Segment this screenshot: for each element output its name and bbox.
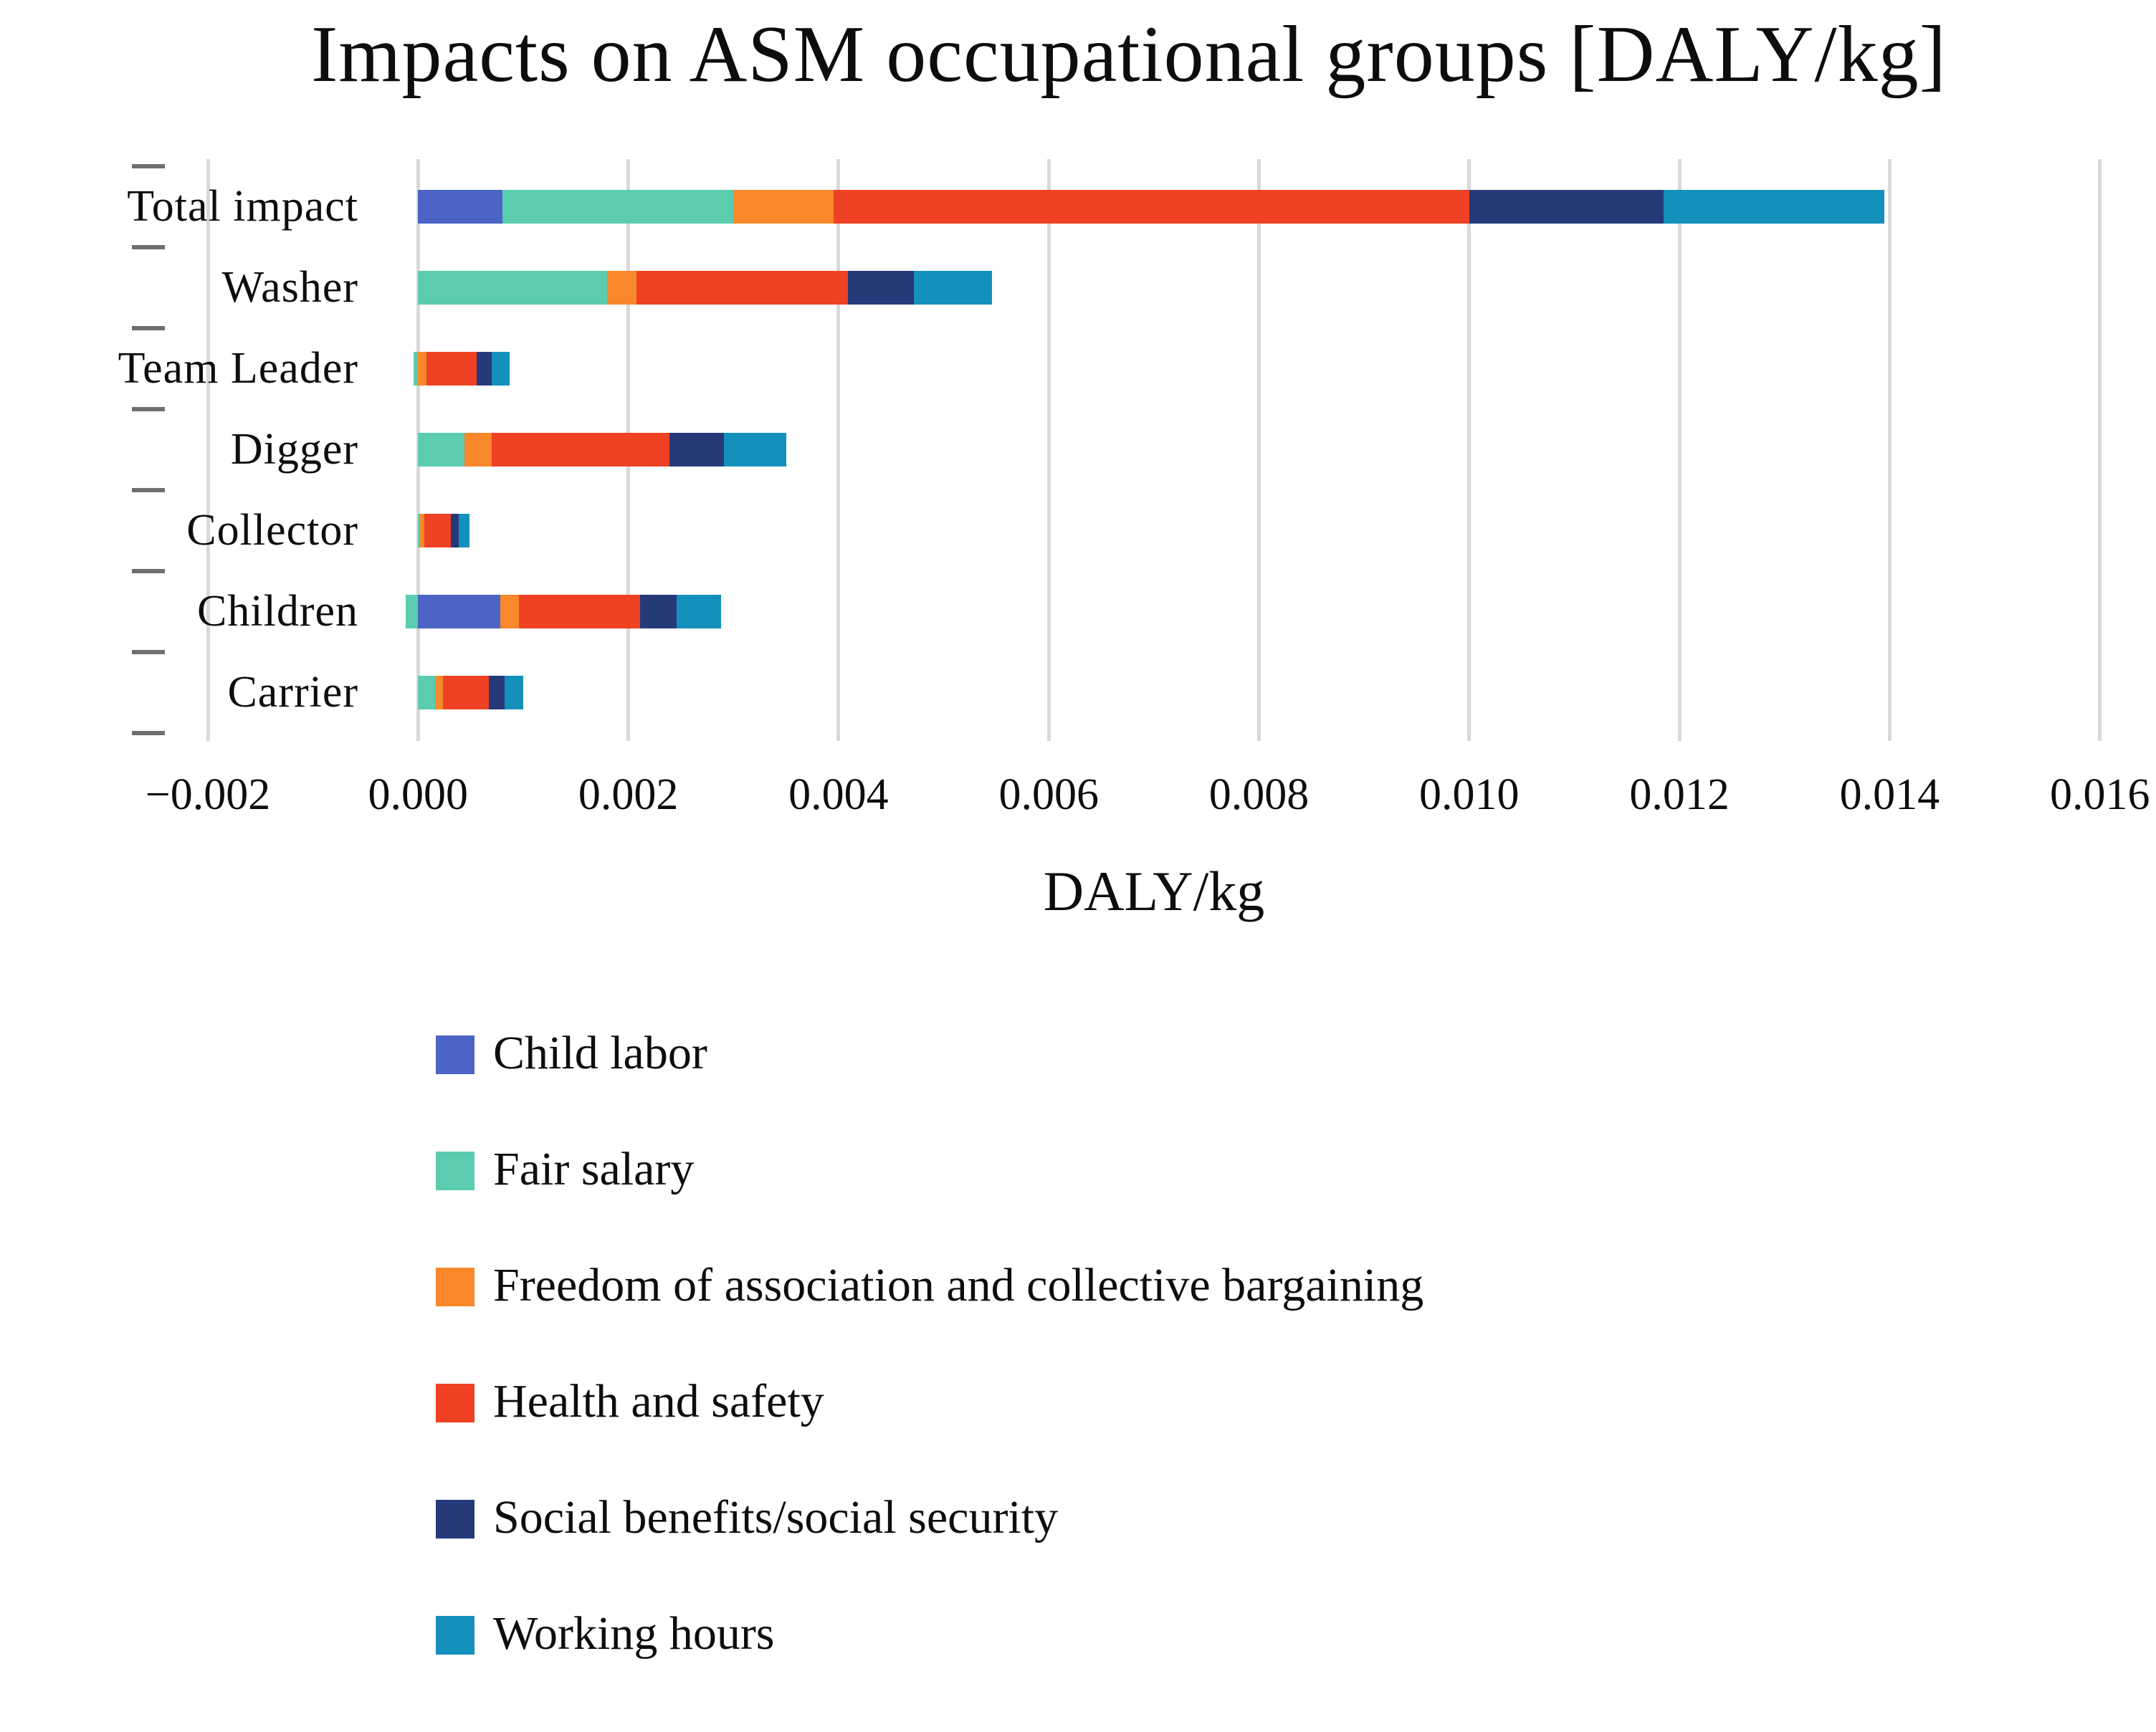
bar-segment xyxy=(414,351,419,386)
category-label: Carrier xyxy=(227,668,358,717)
x-axis-label: DALY/kg xyxy=(1043,860,1265,922)
gridline xyxy=(836,159,841,741)
legend-swatch xyxy=(436,1152,474,1190)
bar-segment xyxy=(504,675,523,709)
bar-segment xyxy=(418,189,502,224)
category-tick xyxy=(132,244,165,249)
bar-segment xyxy=(420,513,425,547)
bar-segment xyxy=(434,675,444,709)
bar-segment xyxy=(477,351,492,386)
category-tick xyxy=(132,325,165,330)
legend: Child labor Fair salary Freedom of associa… xyxy=(436,1030,1423,1732)
legend-label: Social benefits/social security xyxy=(493,1491,1059,1544)
x-tick-label: 0.016 xyxy=(2049,770,2150,819)
category-tick xyxy=(132,568,165,573)
category-tick xyxy=(132,730,165,735)
category-label: Collector xyxy=(186,506,358,555)
gridline xyxy=(1257,159,1261,741)
legend-item: Fair salary xyxy=(436,1146,1423,1193)
bar-segment xyxy=(418,351,427,386)
category-tick xyxy=(132,406,165,411)
x-tick-label: 0.010 xyxy=(1419,770,1520,819)
gridline xyxy=(1887,159,1892,741)
bar-segment xyxy=(833,189,1469,224)
bar-segment xyxy=(464,432,492,467)
bar-segment xyxy=(677,594,721,628)
bar-segment xyxy=(488,675,505,709)
category-label: Washer xyxy=(221,263,358,312)
bar-segment xyxy=(491,351,510,386)
legend-swatch xyxy=(436,1616,474,1655)
bar-segment xyxy=(418,594,500,628)
category-label: Team Leader xyxy=(118,344,358,393)
category-tick xyxy=(132,163,165,168)
bar-segment xyxy=(914,270,992,305)
legend-swatch xyxy=(436,1500,474,1539)
category-label: Total impact xyxy=(127,182,358,231)
bar-segment xyxy=(450,513,459,547)
gridline xyxy=(2098,159,2102,741)
legend-label: Child labor xyxy=(493,1027,707,1079)
bar-segment xyxy=(418,270,608,305)
gridline xyxy=(1046,159,1051,741)
stacked-bar-chart: Impacts on ASM occupational groups [DALY… xyxy=(118,10,2150,1657)
legend-item: Child labor xyxy=(436,1030,1423,1077)
category-tick xyxy=(132,487,165,492)
x-tick-label: 0.008 xyxy=(1208,770,1310,819)
x-tick-label: 0.004 xyxy=(788,770,889,819)
bar-segment xyxy=(491,432,669,467)
bar-segment xyxy=(459,513,470,547)
x-tick-label: 0.002 xyxy=(578,770,679,819)
legend-swatch xyxy=(436,1035,474,1074)
chart-title: Impacts on ASM occupational groups [DALY… xyxy=(311,10,1947,99)
gridline xyxy=(1467,159,1471,741)
gridline xyxy=(1677,159,1682,741)
bar-segment xyxy=(519,594,640,628)
bar-segment xyxy=(500,594,520,628)
legend-swatch xyxy=(436,1384,474,1422)
gridline xyxy=(206,159,210,741)
x-tick-label: 0.012 xyxy=(1629,770,1730,819)
legend-label: Freedom of association and collective ba… xyxy=(493,1259,1424,1311)
x-tick-label: −0.002 xyxy=(145,770,271,819)
bar-segment xyxy=(418,675,435,709)
legend-item: Social benefits/social security xyxy=(436,1494,1423,1541)
category-label: Digger xyxy=(230,425,358,474)
x-tick-label: 0.006 xyxy=(998,770,1099,819)
bar-segment xyxy=(639,594,677,628)
x-tick-label: 0.014 xyxy=(1839,770,1940,819)
bar-segment xyxy=(724,432,786,467)
bar-segment xyxy=(443,675,489,709)
legend-label: Health and safety xyxy=(493,1375,824,1427)
bar-segment xyxy=(669,432,725,467)
bar-segment xyxy=(848,270,915,305)
legend-label: Working hours xyxy=(493,1607,775,1660)
bar-segment xyxy=(607,270,637,305)
legend-item: Health and safety xyxy=(436,1378,1423,1425)
legend-item: Working hours xyxy=(436,1610,1423,1657)
category-label: Children xyxy=(197,587,358,636)
legend-swatch xyxy=(436,1268,474,1306)
bar-segment xyxy=(424,513,451,547)
bar-segment xyxy=(502,189,734,224)
x-tick-label: 0.000 xyxy=(368,770,469,819)
bar-segment xyxy=(405,594,419,628)
bar-segment xyxy=(1664,189,1885,224)
bar-segment xyxy=(418,432,464,467)
legend-label: Fair salary xyxy=(493,1143,695,1195)
bar-segment xyxy=(636,270,849,305)
bar-segment xyxy=(1469,189,1664,224)
category-tick xyxy=(132,649,165,654)
legend-item: Freedom of association and collective ba… xyxy=(436,1262,1423,1309)
bar-segment xyxy=(426,351,477,386)
bar-segment xyxy=(418,513,421,547)
bar-segment xyxy=(733,189,834,224)
